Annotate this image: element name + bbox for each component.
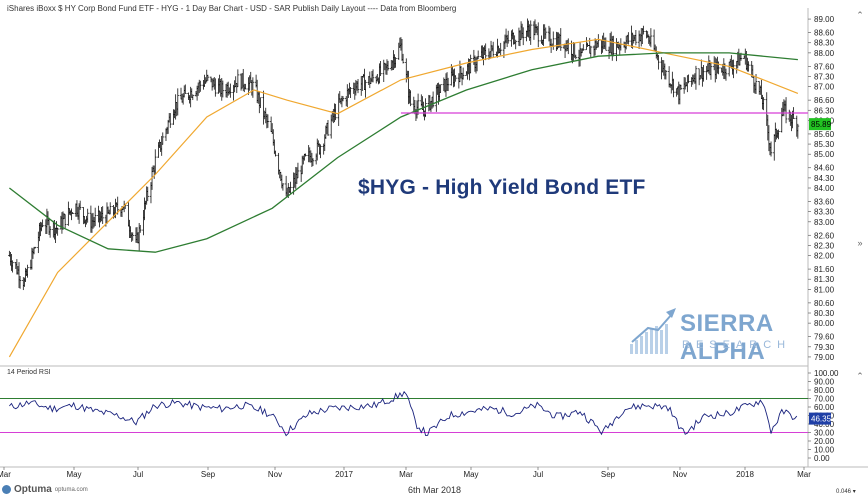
x-tick-label: Jul: [533, 470, 543, 479]
rsi-tick-label: 100.00: [814, 369, 839, 378]
x-tick-label: May: [66, 470, 81, 479]
bar-chart-logo-icon: [630, 308, 676, 354]
price-tick-label: 84.30: [814, 174, 835, 183]
rsi-tick-label: 70.00: [814, 395, 835, 404]
chart-annotation-title: $HYG - High Yield Bond ETF: [358, 176, 646, 199]
last-price-box: [809, 118, 831, 131]
price-tick-label: 83.30: [814, 208, 835, 217]
chart-header: iShares iBoxx $ HY Corp Bond Fund ETF - …: [7, 4, 457, 13]
last-price-label: 85.89: [811, 120, 832, 129]
price-tick-label: 81.00: [814, 285, 835, 294]
x-tick-label: Jul: [133, 470, 143, 479]
price-tick-label: 87.00: [814, 83, 835, 92]
bottom-right-value: 0.046 ▾: [836, 488, 856, 495]
price-tick-label: 85.30: [814, 140, 835, 149]
ma200-line: [9, 52, 798, 253]
watermark-subtitle: RESEARCH: [682, 339, 792, 351]
price-tick-label: 88.00: [814, 49, 835, 58]
x-tick-label: Mar: [399, 470, 413, 479]
rsi-tick-label: 0.00: [814, 454, 830, 463]
price-tick-label: 79.00: [814, 353, 835, 362]
price-tick-label: 79.60: [814, 333, 835, 342]
price-tick-label: 80.00: [814, 319, 835, 328]
price-tick-label: 86.30: [814, 106, 835, 115]
price-tick-label: 82.30: [814, 241, 835, 250]
rsi-tick-label: 30.00: [814, 429, 835, 438]
expand-panel-icon[interactable]: »: [857, 238, 863, 248]
price-tick-label: 85.00: [814, 150, 835, 159]
price-tick-label: 86.60: [814, 96, 835, 105]
x-tick-label: May: [463, 470, 478, 479]
sierra-alpha-watermark: SIERRA ALPHA RESEARCH: [628, 306, 808, 365]
price-tick-label: 88.60: [814, 29, 835, 38]
x-tick-label: Sep: [201, 470, 216, 479]
price-tick-label: 85.60: [814, 130, 835, 139]
x-tick-label: Mar: [797, 470, 811, 479]
price-tick-label: 84.60: [814, 164, 835, 173]
optuma-logo-icon: [2, 485, 11, 494]
price-tick-label: 80.30: [814, 309, 835, 318]
watermark-title: SIERRA ALPHA: [680, 310, 773, 365]
rsi-tick-label: 20.00: [814, 437, 835, 446]
collapse-rsi-icon[interactable]: ⌃: [856, 371, 864, 381]
x-tick-label: Nov: [673, 470, 687, 479]
price-tick-label: 87.30: [814, 73, 835, 82]
dropdown-icon[interactable]: ▾: [852, 489, 856, 495]
rsi-tick-label: 60.00: [814, 403, 835, 412]
optuma-logo: Optuma optuma.com: [2, 484, 88, 495]
x-tick-label: Sep: [601, 470, 616, 479]
x-tick-label: Nov: [268, 470, 282, 479]
x-tick-label: 2017: [335, 470, 353, 479]
last-rsi-box: [809, 412, 831, 425]
price-tick-label: 83.60: [814, 198, 835, 207]
rsi-tick-label: 90.00: [814, 378, 835, 387]
footer-date: 6th Mar 2018: [408, 485, 462, 495]
price-tick-label: 88.30: [814, 39, 835, 48]
rsi-tick-label: 10.00: [814, 446, 835, 455]
price-tick-label: 81.60: [814, 265, 835, 274]
x-tick-label: 2018: [736, 470, 754, 479]
price-tick-label: 79.30: [814, 343, 835, 352]
x-tick-label: Mar: [0, 470, 11, 479]
collapse-up-icon[interactable]: ⌃: [856, 10, 864, 20]
rsi-panel-title: 14 Period RSI: [7, 369, 51, 376]
price-tick-label: 82.60: [814, 231, 835, 240]
price-tick-label: 83.00: [814, 218, 835, 227]
last-rsi-label: 46.35: [811, 415, 832, 424]
price-tick-label: 80.60: [814, 299, 835, 308]
price-tick-label: 81.30: [814, 275, 835, 284]
price-tick-label: 89.00: [814, 15, 835, 24]
price-tick-label: 84.00: [814, 184, 835, 193]
optuma-site: optuma.com: [54, 486, 88, 493]
rsi-line: [9, 390, 798, 437]
scale-value: 0.046: [836, 489, 852, 495]
price-tick-label: 87.60: [814, 62, 835, 71]
optuma-brand: Optuma: [14, 484, 52, 495]
rsi-tick-label: 80.00: [814, 386, 835, 395]
price-tick-label: 82.00: [814, 252, 835, 261]
ma50-line: [8, 38, 799, 358]
